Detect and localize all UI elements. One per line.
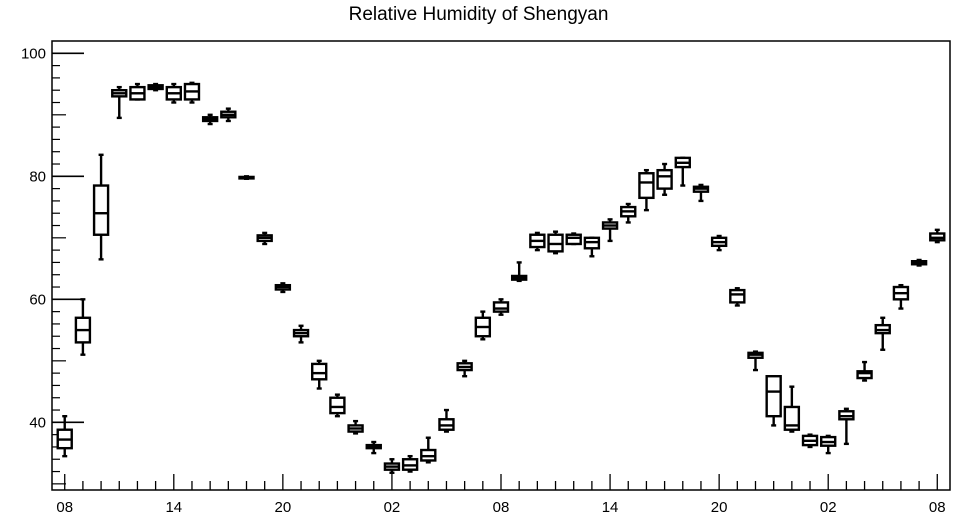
box-plot-item — [765, 375, 782, 427]
box-plot-item — [111, 85, 128, 120]
box-plot-item — [347, 419, 364, 435]
box-plot-item — [820, 434, 837, 455]
box-plot-item — [910, 258, 928, 267]
box-plot-item — [783, 385, 801, 433]
box-plot-item — [92, 153, 110, 261]
plot-frame — [51, 40, 951, 491]
box-plot-item — [583, 236, 601, 258]
iqr-box — [329, 396, 346, 415]
box-plot-item — [401, 454, 419, 473]
x-tick-label: 08 — [929, 499, 946, 516]
box-plot-item — [201, 113, 219, 126]
x-tick-label: 14 — [602, 499, 619, 516]
box-plot-item — [292, 324, 310, 344]
y-tick-label: 100 — [21, 45, 46, 62]
y-axis: 40 60 80 100 — [21, 45, 84, 485]
box-plot-item — [492, 298, 510, 316]
iqr-box — [565, 233, 582, 246]
box-plot-item — [874, 316, 891, 351]
y-tick-label: 60 — [29, 291, 46, 308]
iqr-box — [656, 168, 673, 190]
box-plot-item — [438, 408, 455, 433]
box-plot-item — [420, 436, 437, 464]
iqr-box — [492, 301, 510, 313]
box-plot-item — [656, 162, 673, 196]
box-plot-item — [183, 81, 201, 104]
box-plot-item — [638, 168, 655, 212]
box-plot-item — [220, 107, 237, 123]
box-plot-item — [56, 414, 73, 458]
box-plot-item — [565, 232, 582, 246]
box-plot-item — [547, 230, 564, 255]
box-plot-item — [892, 283, 910, 310]
y-tick-label: 80 — [29, 168, 46, 185]
iqr-box — [765, 375, 782, 418]
x-axis: 08 14 20 02 08 14 20 02 08 — [56, 474, 946, 516]
iqr-box — [638, 172, 655, 200]
box-plot-item — [674, 156, 691, 187]
x-tick-label: 08 — [56, 499, 73, 516]
iqr-box — [783, 405, 801, 431]
box-plot-item — [710, 234, 728, 252]
box-plot-item — [365, 440, 382, 455]
box-plot-item — [692, 183, 710, 203]
iqr-box — [856, 370, 873, 380]
box-plot-item — [510, 261, 528, 283]
box-plot-item — [274, 282, 292, 294]
x-tick-label: 20 — [275, 499, 292, 516]
y-tick-label: 40 — [29, 414, 46, 431]
box-plot-item — [747, 350, 764, 372]
box-plot-item — [620, 202, 637, 224]
box-plot-item — [311, 359, 328, 390]
box-plot-item — [165, 82, 182, 104]
box-plot-item — [238, 175, 255, 180]
box-plot-item — [474, 310, 492, 341]
box-plot-item — [529, 231, 546, 252]
box-plot-item — [929, 228, 946, 244]
box-plot-item — [456, 359, 473, 378]
box-plot-item — [601, 218, 619, 243]
box-series — [56, 81, 946, 474]
box-plot-item — [129, 82, 146, 101]
x-tick-label: 08 — [493, 499, 510, 516]
x-tick-label: 02 — [384, 499, 401, 516]
x-tick-label: 02 — [820, 499, 837, 516]
iqr-box — [311, 362, 328, 381]
box-plot-item — [147, 82, 164, 92]
box-plot-item — [329, 393, 346, 418]
iqr-box — [92, 184, 110, 236]
box-plot-item — [856, 360, 873, 382]
chart-title: Relative Humidity of Shengyan — [348, 4, 609, 25]
box-plot-item — [838, 407, 855, 446]
iqr-box — [729, 288, 746, 304]
box-plot-item — [74, 298, 92, 356]
box-plot-item — [729, 287, 746, 307]
x-tick-label: 14 — [165, 499, 182, 516]
box-plot-item — [256, 231, 273, 246]
x-tick-label: 20 — [711, 499, 728, 516]
box-plot-item — [801, 433, 819, 449]
box-plot-item — [383, 458, 401, 474]
